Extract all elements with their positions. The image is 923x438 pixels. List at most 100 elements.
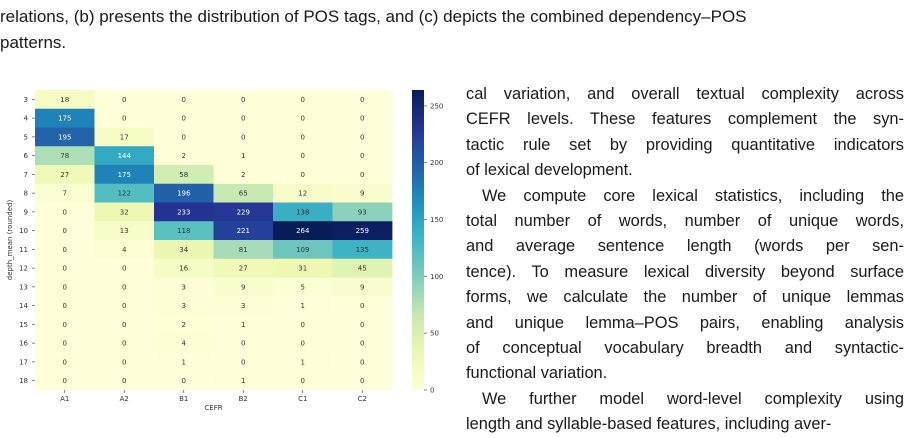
- colorbar-tick-label: 100: [430, 273, 443, 281]
- text-line: forms, we calculate the number of unique…: [466, 288, 904, 307]
- heatmap-cell-label: 0: [360, 133, 364, 141]
- heatmap-cell-label: 0: [122, 377, 126, 385]
- heatmap-cell-label: 0: [301, 171, 305, 179]
- heatmap-cell-label: 0: [360, 377, 364, 385]
- heatmap-cell-label: 264: [296, 227, 310, 235]
- y-tick-label: 6: [24, 152, 29, 160]
- heatmap-cell-label: 122: [118, 190, 131, 198]
- heatmap-cell: [94, 296, 155, 316]
- heatmap-cell-label: 3: [182, 302, 186, 310]
- heatmap-cell: [213, 277, 274, 297]
- heatmap-cell: [332, 371, 393, 391]
- heatmap-cell: [332, 127, 393, 147]
- heatmap-cell: [273, 315, 333, 335]
- heatmap-cell-label: 3: [182, 283, 186, 291]
- paragraph-2: We compute core lexical statistics, incl…: [466, 184, 904, 387]
- heatmap-cell: [35, 240, 95, 260]
- x-tick-label: A1: [60, 395, 69, 403]
- heatmap-cell: [273, 221, 333, 241]
- heatmap-cell: [94, 127, 155, 147]
- heatmap-cell: [35, 315, 95, 335]
- text-line: functional variation.: [466, 364, 608, 383]
- heatmap-cell: [273, 371, 333, 391]
- x-tick-label: A2: [120, 395, 129, 403]
- heatmap-cell-label: 0: [360, 302, 364, 310]
- heatmap-cell: [94, 333, 155, 353]
- heatmap-cell-label: 0: [301, 377, 305, 385]
- y-axis-label: depth_mean (rounded): [6, 199, 14, 280]
- heatmap-cell-label: 0: [63, 283, 67, 291]
- text-line: We further model word-level complexity u…: [482, 389, 904, 408]
- heatmap-cell-label: 0: [122, 96, 126, 104]
- y-tick-label: 7: [24, 171, 28, 179]
- heatmap-cell-label: 0: [122, 358, 126, 366]
- heatmap-cell: [94, 315, 155, 335]
- x-tick-label: B1: [179, 395, 188, 403]
- heatmap-cell: [35, 202, 95, 222]
- heatmap-cell-label: 27: [239, 265, 248, 273]
- heatmap-cell-label: 0: [241, 133, 245, 141]
- heatmap-cell: [213, 371, 274, 391]
- heatmap-cell: [273, 108, 333, 128]
- colorbar: [412, 90, 424, 390]
- heatmap-cell-label: 0: [122, 283, 126, 291]
- heatmap-cell-label: 0: [63, 265, 67, 273]
- heatmap-cell-label: 175: [118, 171, 131, 179]
- heatmap-cell: [213, 202, 274, 222]
- heatmap-cell: [154, 183, 214, 203]
- heatmap-cell: [213, 258, 274, 278]
- heatmap-cell-label: 0: [63, 227, 67, 235]
- text-line: total number of words, number of unique …: [466, 212, 904, 231]
- heatmap-cell-label: 233: [177, 208, 190, 216]
- heatmap-cell: [154, 296, 214, 316]
- y-tick-label: 10: [19, 227, 28, 235]
- heatmap-cell-label: 0: [63, 377, 67, 385]
- heatmap-cell: [273, 90, 333, 110]
- text-line: of conceptual vocabulary breadth and syn…: [466, 339, 904, 358]
- heatmap-cell-label: 34: [179, 246, 188, 254]
- heatmap-cell: [332, 240, 393, 260]
- heatmap-cell-label: 81: [239, 246, 248, 254]
- heatmap-cell: [94, 371, 155, 391]
- heatmap-cell: [332, 108, 393, 128]
- heatmap-cell-label: 0: [241, 358, 245, 366]
- heatmap-cell-label: 18: [60, 96, 69, 104]
- y-tick-label: 15: [19, 321, 28, 329]
- heatmap-cell: [35, 333, 95, 353]
- heatmap-cell: [35, 127, 95, 147]
- heatmap-cell-label: 4: [122, 246, 127, 254]
- heatmap-cell: [273, 183, 333, 203]
- heatmap-cell-label: 1: [241, 377, 245, 385]
- text-line: CEFR levels. These features complement t…: [466, 110, 904, 129]
- heatmap-cell: [332, 202, 393, 222]
- colorbar-tick-label: 200: [430, 159, 443, 167]
- text-line: cal variation, and overall textual compl…: [466, 85, 904, 103]
- heatmap-cell: [154, 165, 214, 185]
- heatmap-cell: [154, 333, 214, 353]
- heatmap-cell-label: 0: [182, 115, 186, 123]
- heatmap-cell: [154, 240, 214, 260]
- heatmap-cell: [35, 146, 95, 166]
- heatmap-cell: [213, 127, 274, 147]
- heatmap-cell-label: 17: [120, 133, 129, 141]
- y-tick-label: 11: [19, 246, 28, 254]
- x-tick-label: B2: [239, 395, 248, 403]
- heatmap-cell-label: 138: [296, 208, 309, 216]
- heatmap-cell-label: 259: [356, 227, 369, 235]
- heatmap-cell: [94, 352, 155, 372]
- heatmap-cell-label: 0: [63, 340, 67, 348]
- heatmap-cell: [35, 296, 95, 316]
- heatmap-cell: [94, 221, 155, 241]
- heatmap-cell-label: 1: [301, 302, 305, 310]
- heatmap-cell: [273, 127, 333, 147]
- heatmap-cell: [35, 183, 95, 203]
- heatmap-cell: [94, 277, 155, 297]
- y-tick-label: 16: [19, 340, 28, 348]
- heatmap-cell-label: 13: [120, 227, 129, 235]
- heatmap-cell-label: 0: [63, 302, 67, 310]
- heatmap-cell-label: 2: [182, 321, 186, 329]
- heatmap-cell-label: 118: [177, 227, 190, 235]
- heatmap-cell: [94, 146, 155, 166]
- y-tick-label: 17: [19, 358, 28, 366]
